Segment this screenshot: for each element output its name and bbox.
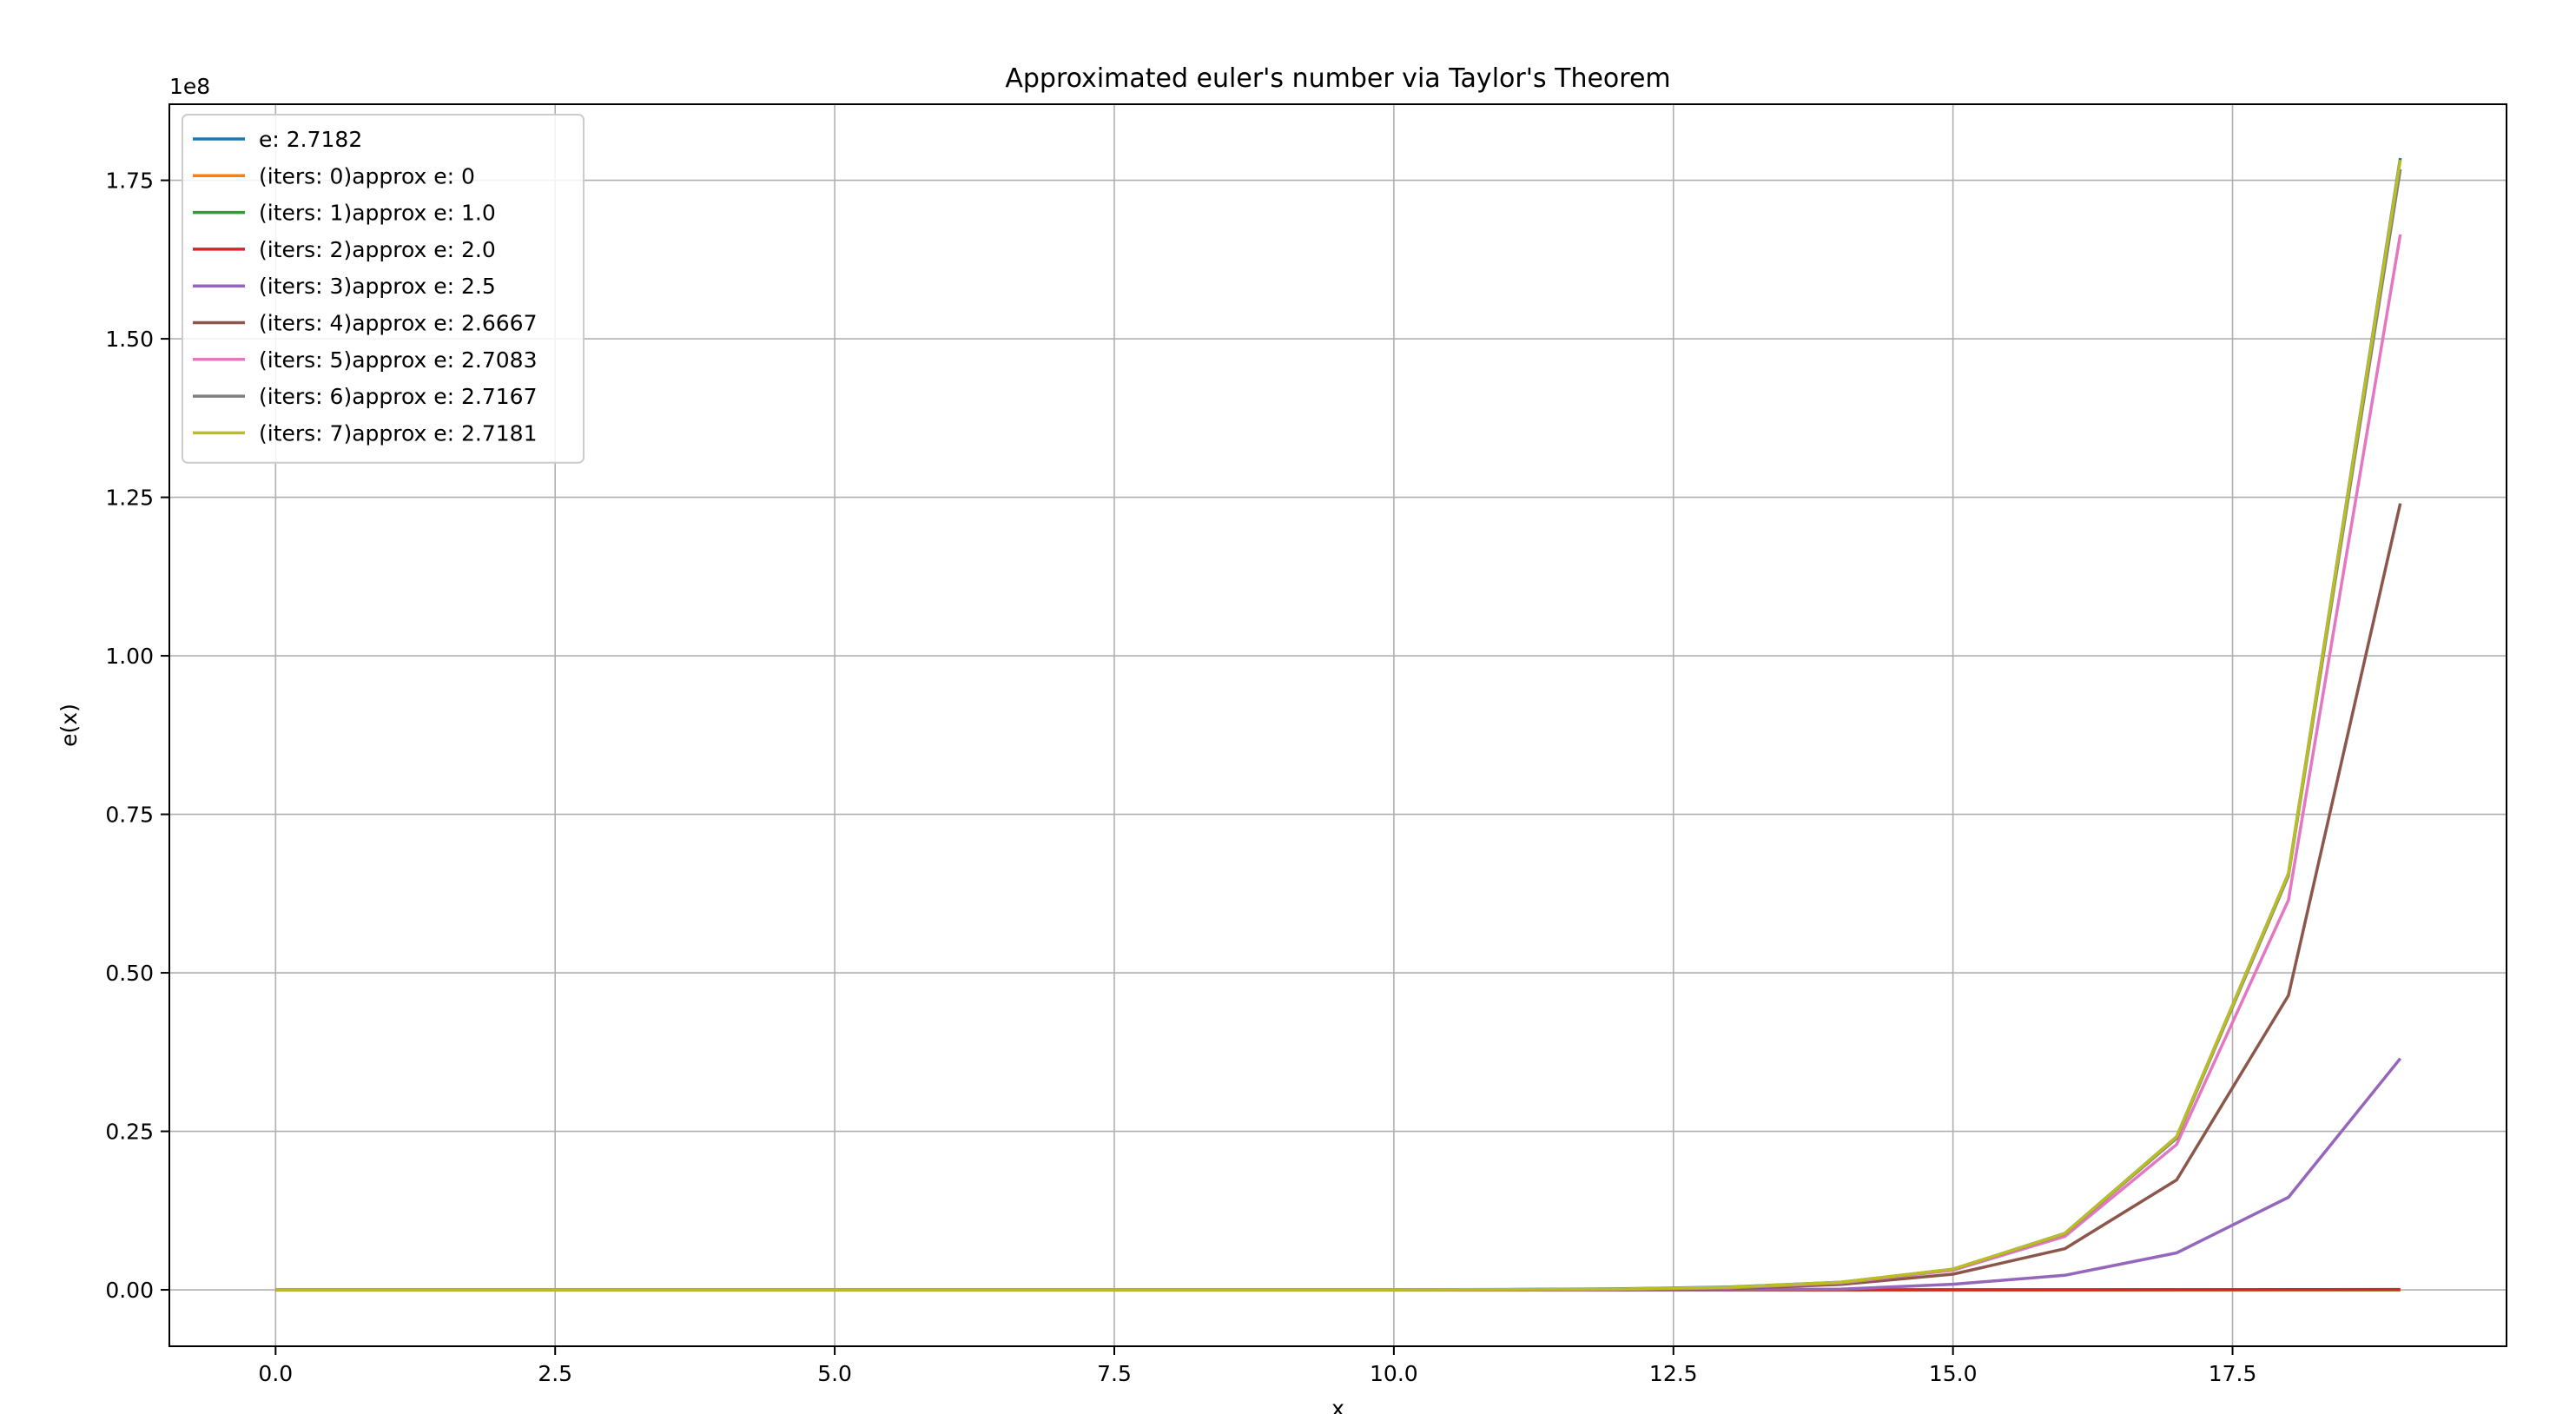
y-axis-ticks: 0.00 0.25 0.50 0.75 1.00 1.25 1.50 1.75 (105, 168, 169, 1303)
series-lines (275, 157, 2402, 1292)
y-tick-label: 1.50 (105, 327, 154, 352)
x-tick-label: 2.5 (538, 1361, 572, 1386)
legend-entry-6: (iters: 5)approx e: 2.7083 (259, 347, 538, 373)
legend-entry-7: (iters: 6)approx e: 2.7167 (259, 384, 538, 409)
x-tick-label: 0.0 (258, 1361, 293, 1386)
y-axis-offset-text: 1e8 (169, 74, 210, 99)
x-axis-label: x (1331, 1396, 1344, 1414)
x-tick-label: 17.5 (2209, 1361, 2257, 1386)
chart-title: Approximated euler's number via Taylor's… (1005, 63, 1670, 94)
y-axis-label: e(x) (56, 704, 82, 747)
plot-frame (168, 103, 2507, 1347)
legend-entry-5: (iters: 4)approx e: 2.6667 (259, 311, 538, 336)
legend-entry-8: (iters: 7)approx e: 2.7181 (259, 420, 538, 446)
x-tick-label: 15.0 (1929, 1361, 1978, 1386)
x-tick-label: 5.0 (817, 1361, 852, 1386)
legend-entry-4: (iters: 3)approx e: 2.5 (259, 274, 496, 299)
y-tick-label: 0.25 (105, 1120, 154, 1145)
legend-entry-2: (iters: 1)approx e: 1.0 (259, 201, 496, 226)
legend-box (182, 114, 585, 464)
legend: e: 2.7182 (iters: 0)approx e: 0 (iters: 1)… (182, 114, 585, 464)
y-tick-label: 1.25 (105, 486, 154, 511)
y-tick-label: 1.75 (105, 168, 154, 194)
x-axis-ticks: 0.0 2.5 5.0 7.5 10.0 12.5 15.0 17.5 (258, 1346, 2256, 1386)
legend-entry-0: e: 2.7182 (259, 127, 362, 152)
x-tick-label: 10.0 (1370, 1361, 1418, 1386)
y-tick-label: 0.75 (105, 803, 154, 828)
y-tick-label: 1.00 (105, 644, 154, 669)
x-tick-label: 7.5 (1097, 1361, 1132, 1386)
y-tick-label: 0.00 (105, 1278, 154, 1303)
y-tick-label: 0.50 (105, 961, 154, 986)
x-tick-label: 12.5 (1649, 1361, 1698, 1386)
legend-entry-1: (iters: 0)approx e: 0 (259, 163, 475, 188)
series-line-8 (275, 159, 2402, 1292)
legend-entry-3: (iters: 2)approx e: 2.0 (259, 237, 496, 262)
